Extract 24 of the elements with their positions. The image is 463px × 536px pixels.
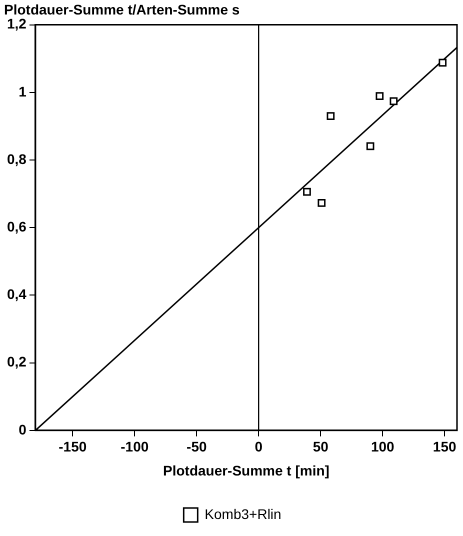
- y-tick-label: 1,2: [6, 16, 27, 32]
- y-tick-label: 0,4: [6, 286, 27, 302]
- y-tick-label: 0,2: [6, 354, 27, 370]
- point: [438, 58, 447, 67]
- x-tick-label: 0: [254, 438, 263, 455]
- x-tick-label: 100: [370, 438, 395, 455]
- point: [366, 142, 374, 150]
- legend-label: Komb3+Rlin: [204, 506, 282, 522]
- x-axis-title: Plotdauer-Summe t [min]: [162, 462, 330, 478]
- y-tick-label: 0: [18, 421, 27, 438]
- point: [326, 112, 335, 120]
- x-tick-label: -50: [186, 438, 207, 455]
- x-tick-label: -100: [120, 438, 149, 455]
- x-tick-label: -150: [58, 438, 87, 455]
- x-tick-label: 50: [312, 438, 329, 455]
- y-axis-title: Plotdauer-Summe t/Arten-Summe s: [4, 1, 240, 18]
- point: [376, 92, 384, 100]
- y-tick-label: 0,8: [6, 150, 27, 167]
- point: [303, 188, 311, 196]
- y-tick-label: 1: [18, 83, 27, 100]
- y-tick-label: 0,6: [6, 218, 27, 234]
- point: [318, 198, 326, 207]
- point: [390, 97, 398, 106]
- x-tick-label: 150: [432, 438, 456, 455]
